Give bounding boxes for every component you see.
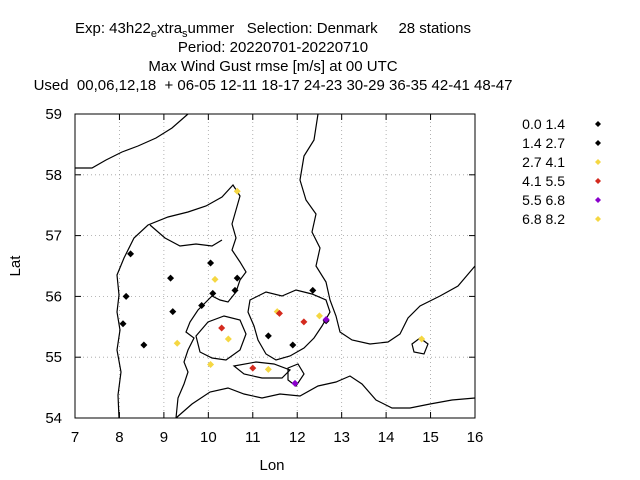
legend-marker [595, 216, 601, 222]
legend-label: 6.8 8.2 [522, 211, 565, 227]
x-tick-label: 14 [378, 429, 395, 446]
chart-title-line-2: Period: 20220701-20220710 [178, 39, 368, 56]
x-tick-label: 15 [422, 429, 439, 446]
data-point [209, 289, 217, 297]
data-point [167, 274, 175, 282]
legend-label: 5.5 6.8 [522, 192, 565, 208]
norway-coastline [75, 113, 189, 169]
legend-marker [595, 159, 601, 165]
chart-title-line-3: Max Wind Gust rmse [m/s] at 00 UTC [148, 58, 397, 75]
data-point [418, 335, 426, 343]
data-point [289, 341, 297, 349]
data-point [231, 286, 239, 294]
data-point [127, 250, 135, 258]
legend-label: 2.7 4.1 [522, 154, 565, 170]
data-point [173, 339, 181, 347]
axis-ticks: 54 55 56 57 58 59 7 8 9 10 11 12 13 14 15 16 [45, 106, 483, 446]
y-axis-label: Lat [7, 255, 24, 277]
x-tick-label: 12 [289, 429, 306, 446]
y-tick-label: 55 [45, 349, 62, 366]
jutland-coastline [116, 184, 247, 419]
data-point [211, 275, 219, 283]
data-point [207, 259, 215, 267]
station-points [119, 187, 426, 387]
legend: 0.0 1.4 1.4 2.7 2.7 4.1 4.1 5.5 5.5 6.8 6.8 8… [522, 116, 601, 227]
chart-title-line-1: Exp: 43h22extrasummer Selection: Denmark… [75, 20, 471, 40]
x-tick-label: 8 [115, 429, 123, 446]
legend-label: 4.1 5.5 [522, 173, 565, 189]
data-point [224, 335, 232, 343]
data-point [309, 286, 317, 294]
data-point [291, 379, 299, 387]
falster-coastline [287, 363, 305, 387]
y-tick-label: 58 [45, 167, 62, 184]
x-axis-label: Lon [259, 457, 284, 474]
x-tick-label: 16 [467, 429, 484, 446]
limfjord [149, 224, 223, 247]
data-point [140, 341, 148, 349]
legend-label: 1.4 2.7 [522, 135, 565, 151]
legend-marker [595, 178, 601, 184]
grid-lines [75, 114, 475, 418]
data-point [322, 316, 330, 324]
y-tick-label: 59 [45, 106, 62, 123]
funen-coastline [195, 315, 247, 361]
data-point [275, 309, 283, 317]
data-point [207, 360, 215, 368]
data-point [218, 324, 226, 332]
zealand-coastline [247, 289, 331, 361]
x-tick-label: 11 [245, 429, 261, 446]
legend-marker [595, 140, 601, 146]
germany-coastline [175, 375, 476, 419]
x-tick-label: 13 [333, 429, 350, 446]
legend-label: 0.0 1.4 [522, 116, 565, 132]
chart-title-line-4: Used 00,06,12,18 + 06-05 12-11 18-17 24-… [34, 77, 513, 94]
x-tick-label: 9 [160, 429, 168, 446]
lolland-coastline [232, 361, 292, 379]
data-point [233, 274, 241, 282]
plot-frame [74, 113, 476, 419]
data-point [169, 308, 177, 316]
legend-marker [595, 197, 601, 203]
data-point [300, 318, 308, 326]
data-point [119, 320, 127, 328]
data-point [233, 187, 241, 195]
data-point [122, 292, 130, 300]
y-tick-label: 54 [45, 410, 62, 427]
data-point [264, 332, 272, 340]
legend-marker [595, 121, 601, 127]
sweden-coastline [299, 113, 476, 345]
data-point [198, 302, 206, 310]
coastline-map [75, 113, 476, 419]
y-tick-label: 56 [45, 288, 62, 305]
x-tick-label: 7 [71, 429, 79, 446]
data-point [249, 364, 257, 372]
data-point [315, 312, 323, 320]
data-point [264, 365, 272, 373]
x-tick-label: 10 [200, 429, 217, 446]
y-tick-label: 57 [45, 228, 62, 245]
